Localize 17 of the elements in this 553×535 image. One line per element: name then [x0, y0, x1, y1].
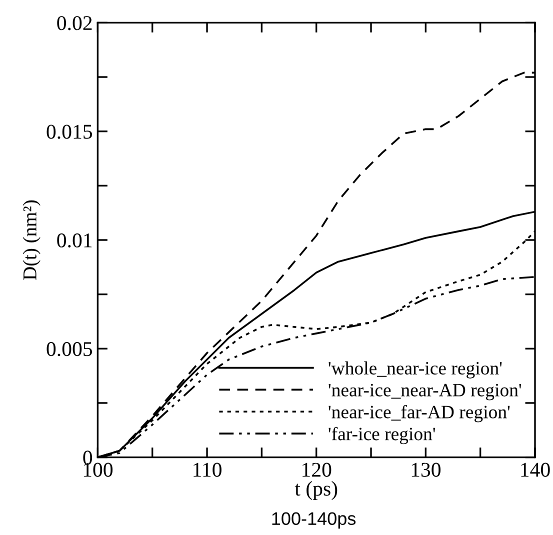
y-tick-label: 0.015 — [46, 124, 92, 139]
x-tick-label: 110 — [194, 462, 222, 477]
x-tick-label: 140 — [521, 462, 550, 477]
y-tick-label: 0.02 — [57, 16, 92, 30]
y-tick-label: 0 — [83, 450, 92, 465]
x-tick-label: 100 — [84, 462, 113, 477]
x-tick-label: 120 — [302, 462, 332, 477]
y-tick-label: 0.005 — [46, 342, 92, 356]
y-axis-title: D(t) (nm²) — [22, 200, 40, 280]
text: 100-140ps — [272, 512, 356, 529]
y-tick-label: 0.01 — [57, 233, 92, 248]
legend-label: 'near-ice_far-AD region' — [328, 404, 510, 422]
legend-label: 'whole_near-ice region' — [328, 361, 502, 378]
x-axis-title: t (ps) — [294, 481, 338, 500]
x-tick-label: 130 — [412, 462, 441, 477]
legend-label: 'far-ice region' — [328, 426, 436, 444]
legend-label: 'near-ice_near-AD region' — [328, 384, 522, 400]
